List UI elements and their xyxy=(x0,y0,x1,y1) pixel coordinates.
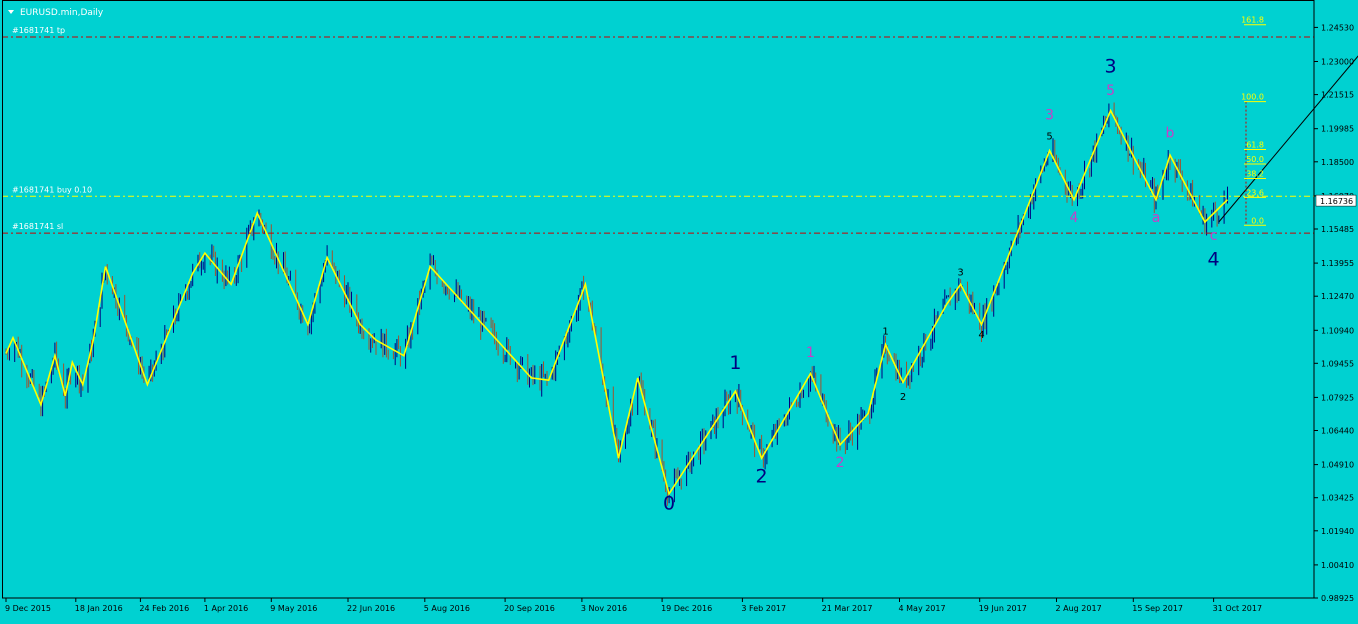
x-tick-label: 19 Jun 2017 xyxy=(979,604,1027,613)
y-tick-label: 1.21515 xyxy=(1321,91,1354,100)
x-tick-label: 3 Nov 2016 xyxy=(581,604,627,613)
x-tick-label: 31 Oct 2017 xyxy=(1213,604,1262,613)
y-tick-label: 1.19985 xyxy=(1321,125,1354,134)
x-tick-label: 19 Dec 2016 xyxy=(661,604,712,613)
y-tick-label: 1.06440 xyxy=(1321,427,1354,436)
y-tick-label: 1.24530 xyxy=(1321,23,1354,32)
order-line-label: #1681741 sl xyxy=(12,222,63,231)
wave-label: 2 xyxy=(756,466,768,488)
chart-title-group: EURUSD.min,Daily xyxy=(8,8,104,18)
fib-level-label: 100.0 xyxy=(1241,93,1264,102)
y-tick-label: 0.98925 xyxy=(1321,594,1354,603)
x-tick-label: 22 Jun 2016 xyxy=(347,604,395,613)
wave-label: a xyxy=(1152,210,1161,226)
wave-label: c xyxy=(1210,228,1218,244)
wave-label: 4 xyxy=(1070,210,1079,226)
x-tick-label: 18 Jan 2016 xyxy=(75,604,123,613)
y-tick-label: 1.01940 xyxy=(1321,527,1354,536)
wave-label: b xyxy=(1166,125,1175,141)
x-tick-label: 1 Apr 2016 xyxy=(204,604,248,613)
y-tick-label: 1.15485 xyxy=(1321,225,1354,234)
wave-label: 3 xyxy=(1105,56,1117,78)
fib-level-label: 23.6 xyxy=(1246,188,1264,197)
x-tick-label: 24 Feb 2016 xyxy=(139,604,189,613)
y-tick-label: 1.03425 xyxy=(1321,494,1354,503)
fib-level-label: 50.0 xyxy=(1246,155,1264,164)
y-tick-label: 1.18500 xyxy=(1321,158,1354,167)
zigzag-line xyxy=(5,108,1229,496)
chart-title: EURUSD.min,Daily xyxy=(20,8,104,18)
x-tick-label: 2 Aug 2017 xyxy=(1056,604,1102,613)
order-line-label: #1681741 buy 0.10 xyxy=(12,185,92,194)
y-tick-label: 1.13955 xyxy=(1321,259,1354,268)
fib-level-label: 161.8 xyxy=(1241,16,1264,25)
y-tick-label: 1.00410 xyxy=(1321,561,1354,570)
dropdown-triangle-icon[interactable] xyxy=(8,10,14,14)
x-tick-label: 9 Dec 2015 xyxy=(5,604,51,613)
order-lines: #1681741 tp #1681741 buy 0.10 #1681741 sl xyxy=(2,26,1314,234)
projection-line[interactable] xyxy=(1218,37,1358,223)
y-tick-label: 1.09455 xyxy=(1321,359,1354,368)
wave-label: 0 xyxy=(663,492,675,514)
wave-label: 5 xyxy=(1106,83,1115,99)
wave-label: 4 xyxy=(978,330,984,341)
order-line-label: #1681741 tp xyxy=(12,26,65,35)
wave-label: 1 xyxy=(882,327,888,338)
fib-level-label: 0.0 xyxy=(1251,216,1264,225)
x-tick-label: 5 Aug 2016 xyxy=(424,604,470,613)
x-tick-label: 3 Feb 2017 xyxy=(741,604,786,613)
wave-label: 2 xyxy=(900,392,906,403)
current-price-box xyxy=(1315,194,1357,207)
x-tick-label: 9 May 2016 xyxy=(270,604,317,613)
y-tick-label: 1.07925 xyxy=(1321,393,1354,402)
y-tick-label: 1.12470 xyxy=(1321,292,1354,301)
y-tick-label: 1.23000 xyxy=(1321,58,1354,67)
wave-label: 2 xyxy=(836,455,845,471)
fibonacci-levels: 161.8 100.0 61.8 50.0 38.2 23.6 0.0 xyxy=(1241,16,1266,226)
fib-level-label: 38.2 xyxy=(1246,170,1264,179)
x-tick-label: 15 Sep 2017 xyxy=(1132,604,1183,613)
plot-frame xyxy=(2,0,1315,599)
x-tick-label: 4 May 2017 xyxy=(899,604,946,613)
wave-label: 1 xyxy=(729,352,741,374)
y-tick-label: 1.04910 xyxy=(1321,461,1354,470)
current-price-label: 1.16736 xyxy=(1320,197,1353,206)
fib-level-label: 61.8 xyxy=(1246,141,1264,150)
wave-labels: 01234512345abc12345 xyxy=(663,56,1220,515)
wave-label: 5 xyxy=(1046,132,1052,143)
wave-label: 3 xyxy=(957,267,963,278)
wave-label: 4 xyxy=(1208,248,1220,270)
y-tick-label: 1.10940 xyxy=(1321,326,1354,335)
wave-label: 3 xyxy=(1045,107,1054,123)
x-tick-label: 20 Sep 2016 xyxy=(504,604,555,613)
wave-label: 1 xyxy=(806,345,815,361)
zigzag-layer xyxy=(5,37,1358,496)
x-tick-label: 21 Mar 2017 xyxy=(822,604,873,613)
